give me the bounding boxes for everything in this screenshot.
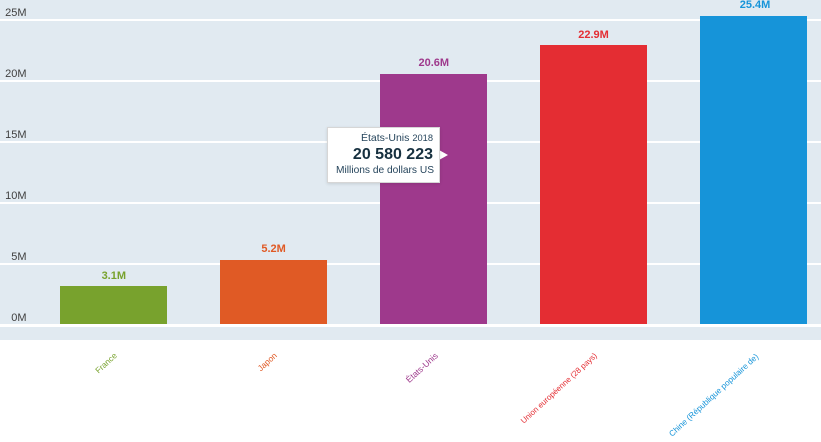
svg-text:Chine (République populaire de: Chine (République populaire de) bbox=[667, 352, 760, 438]
svg-text:Union européenne (28 pays): Union européenne (28 pays) bbox=[519, 351, 599, 425]
svg-text:Japon: Japon bbox=[255, 350, 279, 373]
svg-text:États-Unis: États-Unis bbox=[404, 351, 440, 385]
svg-text:France: France bbox=[93, 350, 119, 375]
